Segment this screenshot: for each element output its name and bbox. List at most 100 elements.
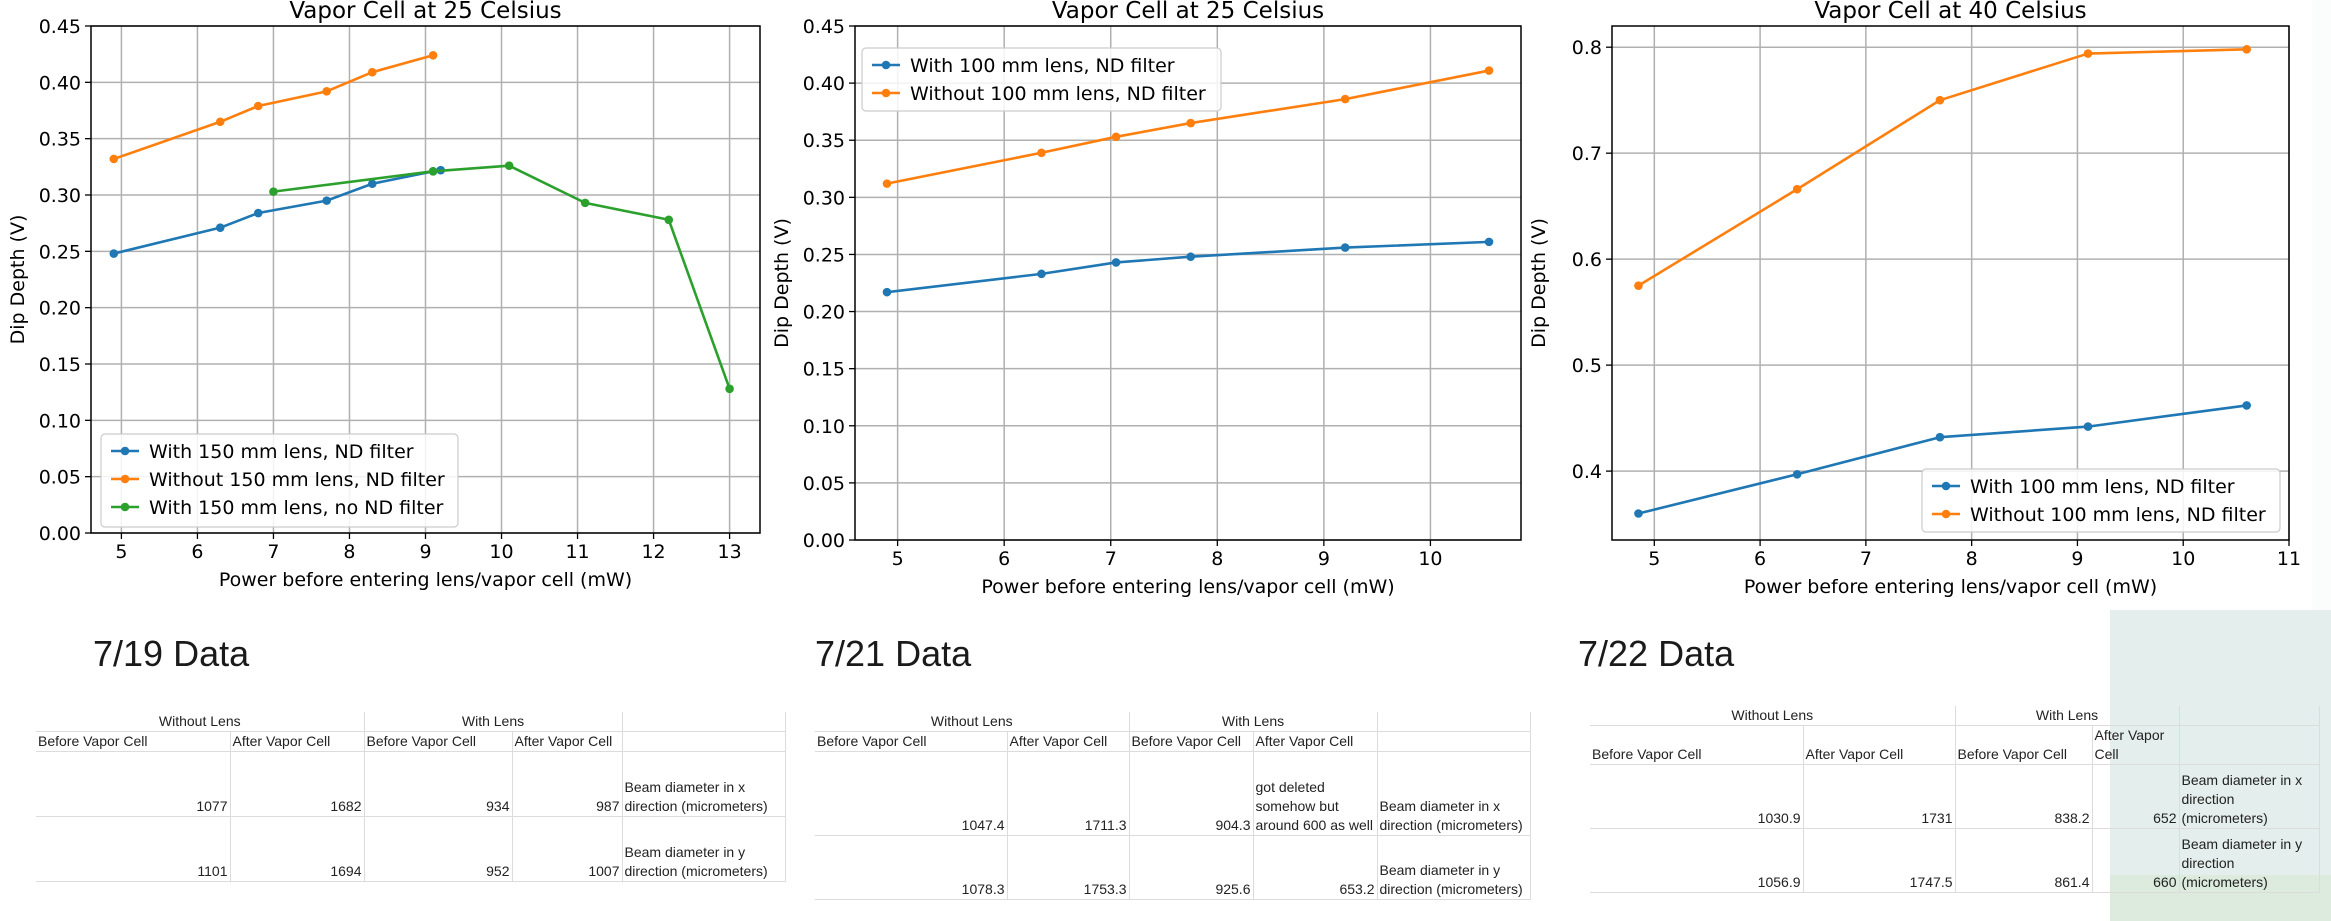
data-table-0719: Without Lens With Lens Before Vapor Cell… [36, 712, 786, 882]
data-point [1792, 469, 1802, 479]
data-point [428, 50, 438, 60]
x-tick-label: 7 [1105, 548, 1117, 570]
table-cell: 1711.3 [1007, 751, 1130, 836]
data-point [1484, 237, 1494, 247]
y-tick-label: 0.20 [803, 302, 845, 324]
y-axis-label: Dip Depth (V) [7, 215, 29, 345]
table-cell: 1047.4 [815, 751, 1008, 836]
group-header: Without Lens [1590, 706, 1956, 726]
y-tick-label: 0.05 [803, 473, 845, 495]
data-point [1037, 269, 1046, 279]
data-point [215, 117, 225, 127]
legend-marker [881, 88, 891, 98]
table-cell: 925.6 [1129, 835, 1254, 900]
x-tick-label: 12 [641, 541, 665, 563]
series-line [273, 164, 731, 390]
table-cell: got deleted somehow but around 600 as we… [1253, 751, 1378, 836]
x-tick-label: 10 [2171, 548, 2195, 570]
table-cell: 652 [2092, 764, 2180, 829]
data-point [367, 67, 377, 77]
column-header: After Vapor Cell [230, 731, 365, 752]
x-tick-label: 5 [115, 541, 127, 563]
table-cell: 660 [2092, 828, 2180, 893]
table-cell: 1030.9 [1590, 764, 1804, 829]
background-decoration [2312, 0, 2331, 610]
y-tick-label: 0.40 [39, 72, 81, 94]
y-tick-label: 0.10 [803, 416, 845, 438]
y-tick-label: 0.30 [39, 185, 81, 207]
group-header: With Lens [364, 712, 623, 732]
row-label: Beam diameter in y direction (micrometer… [2179, 828, 2320, 893]
section-title-0721: 7/21 Data [815, 633, 972, 674]
row-label: Beam diameter in x direction (micrometer… [2179, 764, 2320, 829]
data-point [882, 287, 892, 297]
table-cell: 1077 [36, 751, 231, 817]
data-point [1935, 432, 1945, 442]
legend-box [100, 433, 459, 528]
x-axis-label: Power before entering lens/vapor cell (m… [219, 569, 632, 591]
table-cell: 1731 [1803, 764, 1956, 829]
column-header: Before Vapor Cell [1955, 725, 2093, 765]
table-cell: 1007 [512, 816, 623, 882]
table-cell: 1753.3 [1007, 835, 1130, 900]
row-label: Beam diameter in y direction (micrometer… [622, 816, 786, 882]
chart-title: Vapor Cell at 25 Celsius [1052, 0, 1324, 24]
x-tick-label: 6 [191, 541, 203, 563]
data-point [428, 167, 438, 176]
data-point [367, 179, 377, 189]
data-point [1037, 148, 1046, 158]
y-tick-label: 0.15 [803, 359, 845, 381]
column-header: Before Vapor Cell [36, 731, 231, 752]
x-tick-label: 8 [1966, 548, 1978, 570]
data-table-0721: Without Lens With Lens Before Vapor Cell… [815, 712, 1531, 900]
x-axis-label: Power before entering lens/vapor cell (m… [1744, 576, 2157, 598]
chart-3 [1606, 25, 2290, 546]
table-cell: 1747.5 [1803, 828, 1956, 893]
data-point [109, 154, 119, 164]
table-cell: 952 [364, 816, 513, 882]
table-cell: 861.4 [1955, 828, 2093, 893]
group-header: Without Lens [36, 712, 365, 732]
x-axis-label: Power before entering lens/vapor cell (m… [981, 576, 1394, 598]
y-tick-label: 0.45 [803, 16, 845, 38]
y-tick-label: 0.8 [1572, 37, 1602, 59]
row-label: Beam diameter in x direction (micrometer… [1377, 751, 1531, 836]
column-header: After Vapor Cell [1253, 731, 1378, 752]
legend-marker [1941, 509, 1951, 519]
table-cell: 1056.9 [1590, 828, 1804, 893]
column-header: Before Vapor Cell [815, 731, 1008, 752]
plot-frame [1611, 25, 2290, 541]
table-cell: 1682 [230, 751, 365, 817]
charts-canvas: 5 6 7 8 9 10 11 12 13 0.00 0.05 0.10 0.15 0.20 0.25 0.3… [7, 0, 2301, 598]
y-tick-label: 0.35 [39, 129, 81, 151]
table-cell: 653.2 [1253, 835, 1378, 900]
x-tick-label: 9 [1318, 548, 1330, 570]
x-tick-label: 9 [419, 541, 431, 563]
chart-title: Vapor Cell at 25 Celsius [289, 0, 561, 24]
x-tick-label: 5 [1648, 548, 1660, 570]
legend-marker [881, 60, 891, 70]
y-tick-label: 0.25 [803, 244, 845, 266]
legend-label: Without 100 mm lens, ND filter [910, 83, 1206, 105]
data-point [322, 196, 331, 205]
y-axis-label: Dip Depth (V) [771, 218, 793, 348]
chart-2 [849, 25, 1522, 546]
data-point [664, 215, 674, 225]
x-tick-label: 10 [1418, 548, 1442, 570]
data-point [1186, 118, 1195, 128]
data-point [269, 187, 278, 196]
table-cell: 934 [364, 751, 513, 817]
y-tick-label: 0.20 [39, 298, 81, 320]
legend-marker [120, 474, 130, 484]
column-header: Before Vapor Cell [1129, 731, 1254, 752]
data-point [1484, 66, 1494, 75]
y-tick-label: 0.7 [1572, 143, 1602, 165]
table-cell: 838.2 [1955, 764, 2093, 829]
chart-title: Vapor Cell at 40 Celsius [1814, 0, 2086, 24]
plot-frame [854, 25, 1522, 541]
x-tick-label: 8 [343, 541, 355, 563]
column-header: After Vapor Cell [2092, 725, 2180, 765]
x-tick-label: 11 [565, 541, 589, 563]
data-point [1935, 95, 1945, 105]
legend-box [1921, 468, 2281, 533]
